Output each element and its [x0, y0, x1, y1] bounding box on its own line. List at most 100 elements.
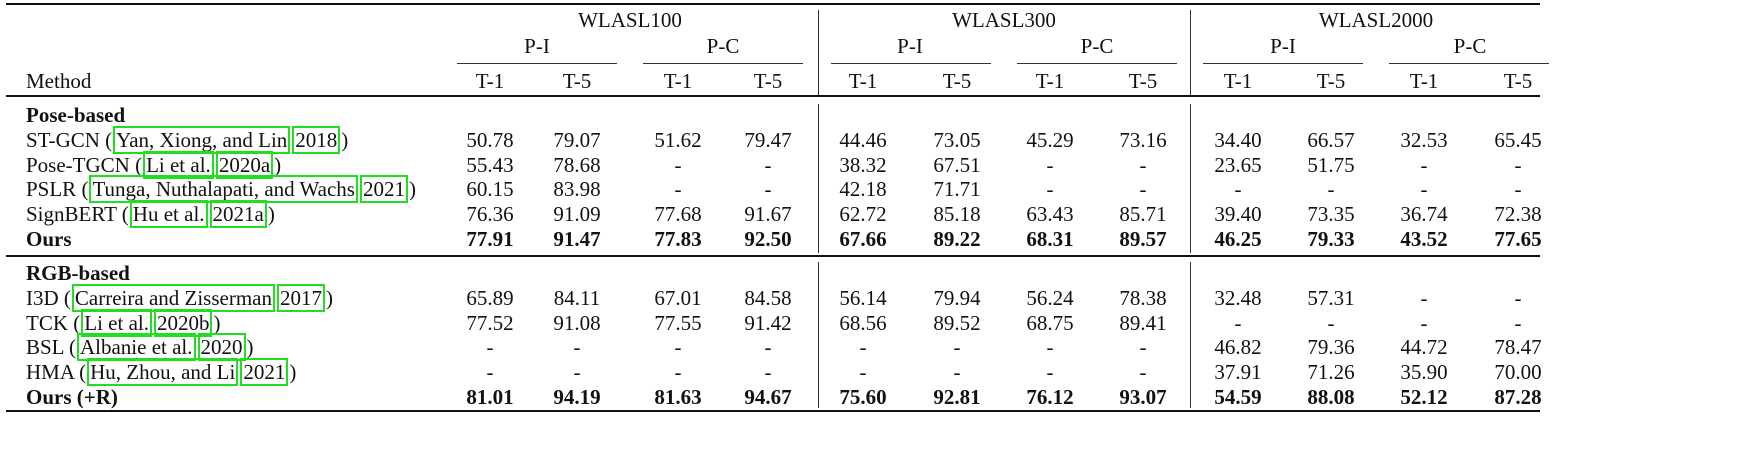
citation-link[interactable]: Hu, Zhou, and Li	[87, 358, 239, 387]
table-cell: -	[1514, 177, 1522, 202]
protocol-header: P-I	[1270, 34, 1296, 58]
column-separator	[1190, 10, 1191, 95]
method-name: ST-GCN (Yan, Xiong, and Lin 2018)	[26, 125, 349, 154]
table-cell: -	[1234, 177, 1242, 202]
table-cell: 43.52	[1400, 227, 1448, 251]
citation-link[interactable]: 2021a	[209, 200, 267, 229]
table-cell: 65.89	[466, 285, 514, 310]
method-name: Ours	[26, 227, 72, 251]
table-cell: -	[1327, 177, 1335, 202]
method-label: I3D (	[26, 285, 71, 310]
table-cell: 50.78	[466, 127, 514, 152]
header-rule	[6, 95, 1540, 97]
column-separator	[1190, 104, 1191, 253]
citation-link[interactable]: Albanie et al.	[76, 333, 196, 362]
table-cell: 73.35	[1307, 202, 1355, 227]
table-cell: 88.08	[1307, 385, 1355, 409]
citation-link[interactable]: 2020a	[215, 150, 274, 179]
method-suffix: )	[267, 202, 275, 227]
table-cell: -	[1139, 360, 1147, 385]
table-cell: -	[674, 335, 682, 360]
table-cell: 51.62	[654, 127, 702, 152]
table-cell: 94.19	[553, 385, 601, 409]
header-cmidrule	[457, 63, 617, 64]
protocol-header: P-I	[897, 34, 923, 58]
table-cell: 76.36	[466, 202, 514, 227]
dataset-header: WLASL100	[578, 8, 682, 32]
citation-link[interactable]: Carreira and Zisserman	[71, 283, 275, 312]
citation-link[interactable]: 2018	[292, 125, 341, 154]
table-cell: 60.15	[466, 177, 514, 202]
table-cell: 67.51	[933, 152, 981, 177]
citation-link[interactable]: Hu et al.	[129, 200, 208, 229]
table-cell: -	[764, 335, 772, 360]
table-cell: 84.11	[553, 285, 601, 310]
method-name: Ours (+R)	[26, 385, 118, 409]
method-name: BSL (Albanie et al. 2020)	[26, 333, 254, 362]
table-cell: -	[1514, 310, 1522, 335]
method-name: TCK (Li et al. 2020b)	[26, 308, 221, 337]
table-cell: -	[1420, 310, 1428, 335]
column-separator	[818, 262, 819, 408]
table-cell: 67.66	[839, 227, 887, 251]
table-cell: 42.18	[839, 177, 887, 202]
table-cell: -	[674, 177, 682, 202]
table-cell: 45.29	[1026, 127, 1074, 152]
table-cell: 94.67	[744, 385, 792, 409]
method-label: Ours	[26, 227, 72, 251]
header-cmidrule	[643, 63, 803, 64]
table-cell: 89.22	[933, 227, 981, 251]
table-cell: 91.42	[744, 310, 792, 335]
table-cell: -	[1139, 152, 1147, 177]
table-cell: -	[573, 360, 581, 385]
table-cell: -	[953, 335, 961, 360]
method-label: Pose-TGCN (	[26, 152, 143, 177]
table-cell: 77.83	[654, 227, 702, 251]
citation-link[interactable]: 2021	[359, 175, 408, 204]
table-cell: 57.31	[1307, 285, 1355, 310]
table-cell: 83.98	[553, 177, 601, 202]
table-cell: -	[764, 360, 772, 385]
citation-link[interactable]: Li et al.	[143, 150, 214, 179]
table-cell: 89.57	[1119, 227, 1167, 251]
table-cell: -	[953, 360, 961, 385]
citation-link[interactable]: Tunga, Nuthalapati, and Wachs	[89, 175, 358, 204]
table-cell: 63.43	[1026, 202, 1074, 227]
method-suffix: )	[341, 127, 349, 152]
table-cell: 54.59	[1214, 385, 1262, 409]
table-cell: 75.60	[839, 385, 887, 409]
table-cell: -	[1139, 177, 1147, 202]
table-cell: 79.36	[1307, 335, 1355, 360]
table-cell: 78.47	[1494, 335, 1542, 360]
citation-link[interactable]: 2021	[240, 358, 289, 387]
column-separator	[818, 104, 819, 253]
table-cell: -	[1234, 310, 1242, 335]
bottom-rule	[6, 410, 1540, 412]
table-cell: -	[674, 360, 682, 385]
table-cell: 77.68	[654, 202, 702, 227]
table-cell: 44.46	[839, 127, 887, 152]
table-cell: 87.28	[1494, 385, 1542, 409]
metric-header: T-1	[663, 69, 693, 93]
header-cmidrule	[1017, 63, 1177, 64]
table-cell: 23.65	[1214, 152, 1262, 177]
table-cell: 65.45	[1494, 127, 1542, 152]
citation-link[interactable]: 2020	[197, 333, 246, 362]
table-cell: -	[1420, 285, 1428, 310]
citation-link[interactable]: Yan, Xiong, and Lin	[113, 125, 291, 154]
citation-link[interactable]: Li et al.	[81, 308, 152, 337]
table-cell: 91.67	[744, 202, 792, 227]
method-suffix: )	[408, 177, 416, 202]
metric-header: T-5	[753, 69, 783, 93]
method-suffix: )	[213, 310, 221, 335]
metric-header: T-5	[942, 69, 972, 93]
section-title: Pose-based	[26, 103, 126, 127]
citation-link[interactable]: 2017	[277, 283, 325, 312]
citation-link[interactable]: 2020b	[153, 308, 213, 337]
table-cell: -	[859, 360, 867, 385]
table-cell: 92.50	[744, 227, 792, 251]
table-cell: 91.08	[553, 310, 601, 335]
column-separator	[1190, 262, 1191, 408]
metric-header: T-1	[475, 69, 505, 93]
